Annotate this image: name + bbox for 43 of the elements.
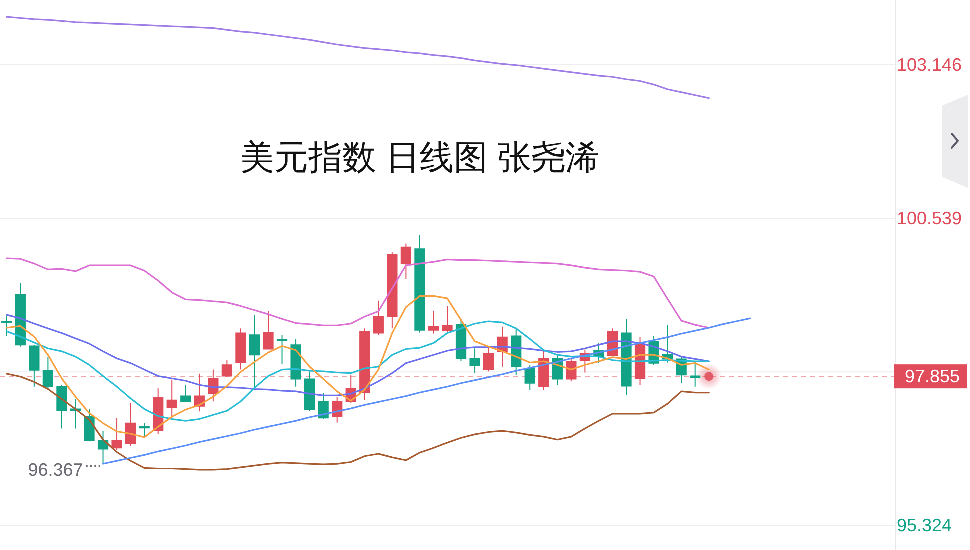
candlestick: [400, 243, 412, 280]
candlestick: [249, 314, 260, 390]
candlestick: [139, 422, 150, 438]
candlestick: [428, 310, 440, 334]
candlestick: [2, 316, 12, 337]
candlestick: [112, 418, 122, 451]
candlestick: [70, 398, 82, 430]
candlestick: [56, 384, 68, 430]
line-series: [6, 320, 710, 422]
candlestick: [360, 328, 370, 401]
candlestick: [566, 358, 577, 382]
candlestick: [125, 402, 136, 447]
candlestick: [387, 252, 398, 330]
candlestick: [318, 392, 329, 420]
candlestick: [84, 408, 95, 442]
candlestick: [414, 234, 426, 334]
annotation: 96.367: [28, 460, 84, 480]
candlestick: [166, 379, 178, 419]
candlestick: [276, 334, 288, 366]
ref-line-label: 97.855: [904, 366, 960, 387]
line-series: [6, 314, 710, 397]
candlestick: [332, 396, 343, 424]
y-tick-label: 100.539: [897, 208, 962, 229]
candlestick: [442, 306, 453, 334]
candlestick: [483, 346, 494, 372]
candlestick: [304, 371, 316, 412]
line-series: [102, 318, 752, 465]
candlestick: [524, 364, 536, 391]
candlestick: [236, 328, 246, 370]
text: 美元指数 日线图 张尧浠: [240, 139, 600, 177]
candlestick: [222, 360, 233, 378]
line-series: [6, 16, 710, 100]
candlestick: [29, 344, 40, 388]
y-tick-label: 103.146: [897, 55, 962, 76]
y-tick-label: 95.324: [897, 516, 952, 536]
candlestick: [263, 311, 274, 350]
candlestick: [470, 348, 480, 374]
candlestick: [180, 384, 192, 403]
candlestick: [42, 356, 54, 390]
candlestick: [373, 300, 384, 336]
line-series: [6, 258, 710, 329]
candlestick: [690, 361, 701, 388]
candlestick: [98, 430, 109, 465]
